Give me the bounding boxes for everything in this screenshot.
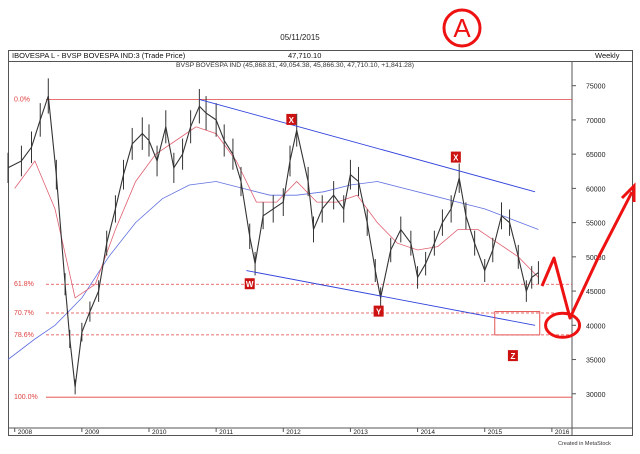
wave-label-box [373,305,384,317]
x-tick-label: 2014 [421,429,436,436]
price-series-line [7,95,539,387]
y-tick-label: 60000 [586,186,606,193]
projection-arrow-path [540,191,634,320]
fib-level-label: 100.0% [14,394,38,401]
lower-channel-line [246,270,536,326]
wave-label-text: X [453,154,459,163]
wave-label-box [286,113,297,125]
fib-level-label: 0.0% [14,96,30,103]
y-tick-label: 50000 [586,255,606,262]
header-divider [8,61,633,62]
target-circle [544,311,582,339]
wave-label-box [450,151,461,163]
y-tick-label: 65000 [586,152,606,159]
last-value: 47,710.10 [288,51,322,60]
projection-arrow-head [620,182,636,202]
chart-date: 05/11/2015 [280,33,320,42]
ohlc-readout: BVSP BOVESPA IND (45,868.81, 49,054.38, … [176,62,415,69]
x-tick-label: 2015 [488,429,503,436]
x-tick-label: 2011 [219,429,233,436]
y-tick-label: 30000 [586,392,606,399]
fib-level-label: 70.7% [14,310,34,317]
annotation-circle [442,8,482,48]
symbol-label: IBOVESPA L - BVSP BOVESPA IND:3 (Trade P… [12,51,186,60]
y-tick-label: 45000 [586,289,606,296]
wave-label-text: W [246,280,254,289]
fib-level-label: 61.8% [14,281,34,288]
wave-label-box [507,350,518,362]
credit-text: Created in MetaStock [558,441,611,447]
slow-average-line [7,181,539,360]
y-tick-label: 55000 [586,221,606,228]
wave-label-text: X [289,116,295,125]
upper-channel-line [199,98,536,193]
annotation-label: A [453,13,471,43]
fib-level-label: 78.6% [14,332,34,339]
x-tick-label: 2008 [18,429,33,436]
x-tick-label: 2010 [152,429,167,436]
wave-label-text: Y [376,308,382,317]
period-label: Weekly [595,51,620,60]
wave-label-text: Z [510,352,515,361]
chart-frame [8,50,633,436]
y-tick-label: 75000 [586,84,606,91]
wave-label-box [244,278,255,290]
y-tick-label: 35000 [586,358,606,365]
x-tick-label: 2016 [555,429,570,436]
y-tick-label: 70000 [586,118,606,125]
x-tick-label: 2012 [286,429,301,436]
y-tick-label: 40000 [586,323,606,330]
target-zone-box [494,311,541,336]
x-tick-label: 2009 [85,429,100,436]
fast-average-line [14,126,539,299]
x-tick-label: 2013 [353,429,368,436]
